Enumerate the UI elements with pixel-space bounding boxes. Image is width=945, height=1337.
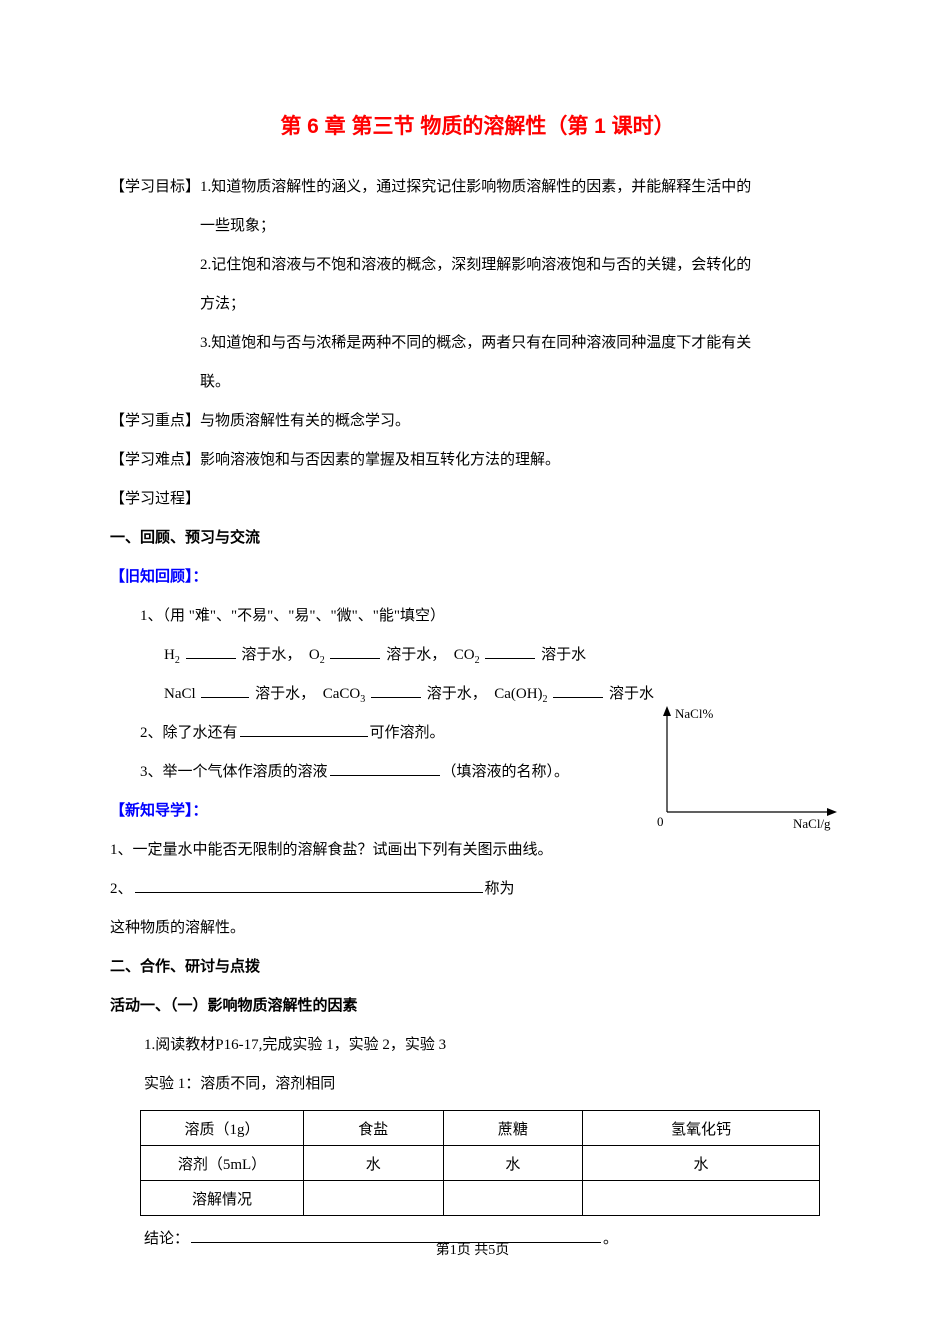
process-label: 【学习过程】 [110, 480, 845, 519]
section-1-head: 一、回顾、预习与交流 [110, 519, 845, 558]
old-review-label: 【旧知回顾】： [110, 558, 845, 597]
x-arrow-icon [827, 808, 837, 816]
blank-q2[interactable] [240, 722, 368, 737]
blank-h2[interactable] [186, 644, 236, 659]
dissolve-6: 溶于水 [609, 686, 654, 702]
page-footer: 第1页 共5页 [0, 1239, 945, 1259]
y-arrow-icon [663, 706, 671, 716]
blank-nacl[interactable] [201, 683, 249, 698]
h2-label: H2 [164, 647, 180, 663]
new-guide-text: 【新知导学】： [110, 803, 208, 819]
difficulty-line: 【学习难点】影响溶液饱和与否因素的掌握及相互转化方法的理解。 [110, 441, 845, 480]
table-cell: 水 [583, 1146, 820, 1181]
old-review-text: 【旧知回顾】： [110, 569, 208, 585]
section-2-head: 二、合作、研讨与点拨 [110, 948, 845, 987]
goal2b: 方法； [110, 285, 845, 324]
o2-label: O2 [309, 647, 325, 663]
difficulty-text: 影响溶液饱和与否因素的掌握及相互转化方法的理解。 [200, 452, 560, 468]
table-cell: 蔗糖 [443, 1111, 583, 1146]
n2-line: 2、 称为 [110, 870, 845, 909]
n2b: 称为 [485, 881, 515, 897]
q2a: 2、除了水还有 [140, 725, 238, 741]
co2-co: CO [454, 647, 475, 663]
goal3a: 3.知道饱和与否与浓稀是两种不同的概念，两者只有在同种溶液同种温度下才能有关 [110, 324, 845, 363]
table-cell[interactable] [304, 1181, 444, 1216]
blank-caoh2[interactable] [553, 683, 603, 698]
co2-label: CO2 [454, 647, 480, 663]
experiment-1-table: 溶质（1g） 食盐 蔗糖 氢氧化钙 溶剂（5mL） 水 水 水 溶解情况 [140, 1110, 820, 1216]
q1-head: 1、（用 "难"、"不易"、"易"、"微"、"能"填空） [110, 597, 845, 636]
dissolve-1: 溶于水， [241, 647, 301, 663]
dissolve-2: 溶于水， [386, 647, 446, 663]
exp1-title: 实验 1：溶质不同，溶剂相同 [110, 1065, 845, 1104]
blank-caco3[interactable] [371, 683, 421, 698]
caoh2-label: Ca(OH)2 [494, 686, 547, 702]
table-row: 溶解情况 [141, 1181, 820, 1216]
goal1a: 1.知道物质溶解性的涵义，通过探究记住影响物质溶解性的因素，并能解释生活中的 [200, 179, 751, 195]
n1-line: 1、一定量水中能否无限制的溶解食盐？试画出下列有关图示曲线。 [110, 831, 845, 870]
table-row: 溶剂（5mL） 水 水 水 [141, 1146, 820, 1181]
nacl-chart: NaCl% 0 NaCl/g [645, 702, 855, 832]
q3b: （填溶液的名称）。 [442, 764, 570, 780]
origin-label: 0 [657, 814, 664, 829]
table-cell: 水 [443, 1146, 583, 1181]
table-cell: 氢氧化钙 [583, 1111, 820, 1146]
table-row: 溶质（1g） 食盐 蔗糖 氢氧化钙 [141, 1111, 820, 1146]
table-cell[interactable] [443, 1181, 583, 1216]
document-title: 第 6 章 第三节 物质的溶解性（第 1 课时） [110, 110, 845, 140]
difficulty-label: 【学习难点】 [110, 452, 200, 468]
page: 第 6 章 第三节 物质的溶解性（第 1 课时） 【学习目标】1.知道物质溶解性… [0, 0, 945, 1337]
co2-sub: 2 [475, 655, 480, 666]
caco3-text: CaCO [323, 686, 361, 702]
caco3-sub: 3 [360, 694, 365, 705]
h2-h: H [164, 647, 175, 663]
goals-label: 【学习目标】 [110, 179, 200, 195]
goals-line1: 【学习目标】1.知道物质溶解性的涵义，通过探究记住影响物质溶解性的因素，并能解释… [110, 168, 845, 207]
focus-text: 与物质溶解性有关的概念学习。 [200, 413, 410, 429]
table-cell: 溶质（1g） [141, 1111, 304, 1146]
n2c-line: 这种物质的溶解性。 [110, 909, 845, 948]
caoh2-text: Ca(OH) [494, 686, 542, 702]
table-cell: 溶解情况 [141, 1181, 304, 1216]
caco3-label: CaCO3 [323, 686, 366, 702]
activity-1-head: 活动一、（一）影响物质溶解性的因素 [110, 987, 845, 1026]
goal2a: 2.记住饱和溶液与不饱和溶液的概念，深刻理解影响溶液饱和与否的关键，会转化的 [110, 246, 845, 285]
table-cell: 食盐 [304, 1111, 444, 1146]
table-cell: 水 [304, 1146, 444, 1181]
dissolve-4: 溶于水， [255, 686, 315, 702]
focus-label: 【学习重点】 [110, 413, 200, 429]
dissolve-3: 溶于水 [541, 647, 586, 663]
goal1b: 一些现象； [110, 207, 845, 246]
goal3b: 联。 [110, 363, 845, 402]
focus-line: 【学习重点】与物质溶解性有关的概念学习。 [110, 402, 845, 441]
blank-o2[interactable] [330, 644, 380, 659]
nacl-label: NaCl [164, 686, 196, 702]
h2-sub: 2 [175, 655, 180, 666]
caoh2-sub: 2 [543, 694, 548, 705]
q2b: 可作溶剂。 [370, 725, 445, 741]
blank-q3[interactable] [330, 761, 440, 776]
table-cell: 溶剂（5mL） [141, 1146, 304, 1181]
chart-svg: NaCl% 0 NaCl/g [645, 702, 855, 832]
blank-co2[interactable] [485, 644, 535, 659]
n2a: 2、 [110, 881, 133, 897]
blank-n2[interactable] [135, 878, 483, 893]
x-axis-label: NaCl/g [793, 816, 831, 831]
y-axis-label: NaCl% [675, 706, 713, 721]
activity-1-1: 1.阅读教材P16-17,完成实验 1，实验 2，实验 3 [110, 1026, 845, 1065]
o2-o: O [309, 647, 320, 663]
q3a: 3、举一个气体作溶质的溶液 [140, 764, 328, 780]
dissolve-5: 溶于水， [427, 686, 487, 702]
o2-sub: 2 [320, 655, 325, 666]
q1-row1: H2 溶于水， O2 溶于水， CO2 溶于水 [110, 636, 845, 675]
table-cell[interactable] [583, 1181, 820, 1216]
